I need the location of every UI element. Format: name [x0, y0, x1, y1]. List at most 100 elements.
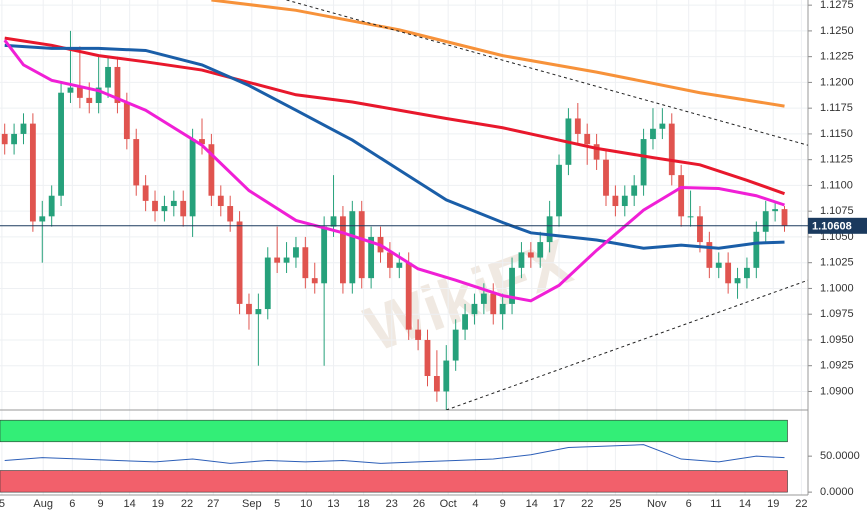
price-label: 1.10608: [812, 221, 852, 233]
candle-body: [48, 195, 55, 217]
candle-body: [725, 262, 732, 284]
y-tick-label: 1.0900: [820, 385, 854, 397]
candle-body: [546, 216, 553, 243]
x-tick-label: 5: [274, 498, 280, 510]
candle-body: [471, 303, 478, 315]
candle-body: [302, 247, 309, 279]
candle-body: [668, 123, 675, 176]
candle-body: [424, 339, 431, 377]
y-tick-label: 1.1100: [820, 179, 853, 191]
candle-body: [537, 242, 544, 258]
candle-body: [631, 185, 638, 196]
x-tick-label: 13: [327, 498, 339, 510]
band: [0, 419, 788, 443]
x-tick-label: 22: [581, 498, 593, 510]
candle-body: [621, 195, 628, 207]
candle-body: [584, 133, 591, 145]
line: [4, 444, 785, 464]
candle-body: [386, 252, 393, 268]
x-tick-label: 6: [686, 498, 692, 510]
candle-body: [706, 242, 713, 268]
candle-body: [612, 195, 619, 207]
candle-body: [29, 123, 36, 222]
candle-body: [687, 216, 694, 218]
x-tick-label: 22: [795, 498, 807, 510]
candle-body: [142, 185, 149, 201]
x-tick-label: 11: [710, 498, 721, 510]
candle-body: [697, 216, 703, 243]
y-tick-label: 1.1150: [820, 128, 853, 140]
candle-body: [396, 262, 403, 268]
candle-body: [715, 262, 722, 268]
candle-body: [67, 87, 74, 93]
candle-body: [781, 209, 788, 226]
x-tick-label: 14: [739, 498, 751, 510]
y-tick-label: 1.1025: [820, 257, 854, 269]
y-tick-label: 50.0000: [820, 450, 860, 462]
candle-body: [518, 252, 525, 268]
candle-body: [274, 257, 281, 263]
y-tick-label: 1.0975: [820, 308, 854, 320]
candle-body: [480, 293, 487, 304]
x-tick-label: Oct: [440, 498, 457, 510]
x-tick-label: 26: [413, 498, 425, 510]
candle-body: [189, 139, 196, 217]
x-tick-label: Sep: [242, 498, 262, 510]
candle-body: [433, 376, 440, 392]
y-tick-label: 1.0925: [820, 360, 854, 372]
y-tick-label: 1.0950: [820, 334, 854, 346]
y-tick-label: 1.1200: [820, 76, 854, 88]
line: [4, 36, 786, 196]
candle-body: [527, 252, 534, 258]
line: [446, 279, 808, 410]
candle-body: [283, 257, 290, 263]
y-tick-label: 1.1075: [820, 205, 854, 217]
candle-body: [236, 221, 243, 304]
candle-body: [593, 144, 600, 160]
candle-body: [133, 139, 140, 186]
candle-body: [76, 87, 83, 98]
candle-body: [490, 293, 497, 315]
x-tick-label: 4: [472, 498, 478, 510]
candle-body: [734, 278, 741, 284]
candle-body: [762, 211, 769, 232]
candle-body: [640, 139, 647, 186]
candle-body: [415, 329, 422, 340]
x-tick-label: 19: [767, 498, 779, 510]
x-tick-label: 6: [69, 498, 75, 510]
candle-body: [86, 97, 93, 104]
candle-body: [11, 133, 18, 145]
candle-body: [246, 303, 252, 315]
y-tick-label: 1.1250: [820, 25, 854, 37]
candle-body: [462, 314, 468, 330]
x-tick-label: 27: [207, 498, 219, 510]
candle-body: [443, 360, 450, 392]
candle-body: [1, 133, 8, 145]
price-label-box: [808, 217, 867, 234]
x-tick-label: 14: [526, 498, 538, 510]
y-tick-label: 1.1275: [820, 0, 854, 11]
candle-body: [208, 144, 215, 196]
candle-body: [293, 247, 299, 258]
y-tick-label: 0.0000: [820, 486, 854, 498]
candle-body: [405, 262, 412, 330]
x-tick-label: 22: [181, 498, 193, 510]
candle-body: [170, 200, 177, 207]
candle-body: [114, 66, 121, 104]
x-tick-label: 17: [553, 498, 565, 510]
candle-body: [650, 128, 656, 140]
x-tick-label: 18: [357, 498, 369, 510]
candle-body: [199, 139, 205, 145]
candle-body: [349, 211, 356, 284]
candle-body: [659, 123, 666, 129]
candle-body: [180, 200, 187, 217]
candle-body: [152, 200, 158, 212]
candle-body: [95, 87, 102, 104]
candle-body: [753, 231, 760, 268]
candle-body: [744, 267, 750, 279]
y-tick-label: 1.1225: [820, 51, 854, 63]
y-tick-label: 1.1175: [820, 102, 853, 114]
candle-body: [574, 118, 581, 134]
